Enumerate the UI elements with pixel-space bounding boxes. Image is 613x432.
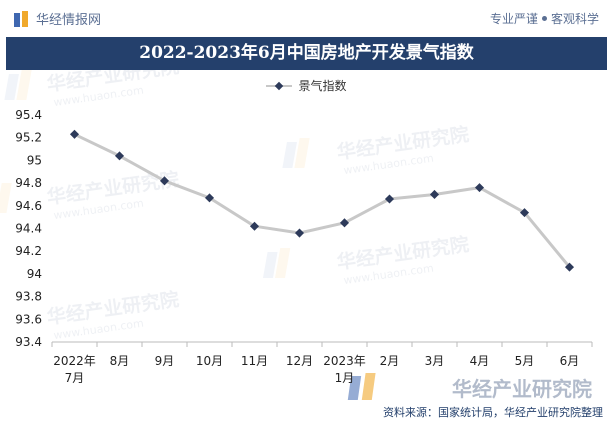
data-point [564,262,575,272]
y-tick-label: 93.6 [15,312,42,326]
data-point [69,129,80,139]
slogan: 专业严谨 客观科学 [490,10,599,27]
x-tick-label: 11月 [241,354,268,368]
y-tick-label: 94.8 [15,176,42,190]
watermark-logo-icon [262,252,278,278]
y-tick-label: 93.4 [15,335,42,349]
x-tick-label: 8月 [110,354,130,368]
x-tick-label: 10月 [196,354,223,368]
y-tick-label: 94.2 [15,244,42,258]
x-tick-label: 5月 [515,354,535,368]
data-point [114,151,125,161]
slogan-left: 专业严谨 [489,12,538,26]
x-tick-label: 9月 [155,354,175,368]
x-tick-label: 12月 [286,354,313,368]
x-tick-label: 4月 [470,354,490,368]
legend-label: 景气指数 [298,79,347,93]
data-point [429,189,440,199]
legend-swatch-icon [266,81,293,91]
y-tick-label: 95 [27,153,42,167]
watermark-logo-icon [282,142,297,168]
y-tick-label: 93.8 [15,290,42,304]
watermark-logo-icon [4,74,19,100]
watermark-layer: 华经产业研究院www.huaon.com华经产业研究院www.huaon.com… [0,55,592,401]
data-point [294,228,305,238]
y-tick-label: 95.4 [15,108,42,122]
series-layer [69,129,575,272]
footer-logo-icon [361,373,376,400]
footer-logo-text: 华经产业研究院 [452,377,592,401]
y-tick-label: 94.6 [15,199,42,213]
x-tick-label: 6月 [560,354,580,368]
axes-layer: 95.4 95.2 95 94.8 94.6 94.4 94.2 94 93.8 93.6 93.4… [15,108,593,385]
bullet-dot-icon [541,16,547,21]
x-tick-label: 2022年 7月 [53,354,96,385]
series-line [73,132,571,269]
watermark-logo-icon [0,183,12,213]
watermark-logo-icon [274,248,291,278]
footer-logo-icon [347,376,362,400]
brand-name: 华经情报网 [36,13,102,28]
x-tick-label: 2023年 1月 [323,354,366,385]
source-note: 资料来源：国家统计局，华经产业研究院整理 [383,406,603,419]
x-tick-label: 2月 [380,354,400,368]
chart-title: 2022-2023年6月中国房地产开发景气指数 [6,37,607,70]
slogan-right: 客观科学 [550,12,599,26]
y-tick-label: 95.2 [15,131,42,145]
watermark-logo-icon [16,70,32,100]
data-point [159,176,170,186]
brand-logo-icon [14,10,30,27]
watermark-logo-icon [294,138,310,168]
y-tick-label: 94.4 [15,222,42,236]
top-bar: 华经情报网 专业严谨 客观科学 [0,0,613,36]
brand: 华经情报网 [14,9,101,28]
x-tick-label: 3月 [425,354,445,368]
data-point [204,193,215,203]
y-tick-label: 94 [27,267,42,281]
legend: 景气指数 [0,77,613,94]
